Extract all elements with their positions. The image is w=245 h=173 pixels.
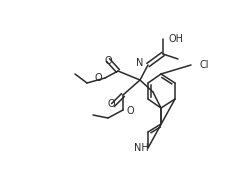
Text: NH: NH [134,143,148,153]
Text: Cl: Cl [199,60,208,70]
Text: O: O [107,99,115,109]
Text: O: O [94,73,102,83]
Text: O: O [104,56,112,66]
Text: O: O [126,106,134,116]
Text: OH: OH [168,34,183,44]
Text: N: N [136,58,143,68]
